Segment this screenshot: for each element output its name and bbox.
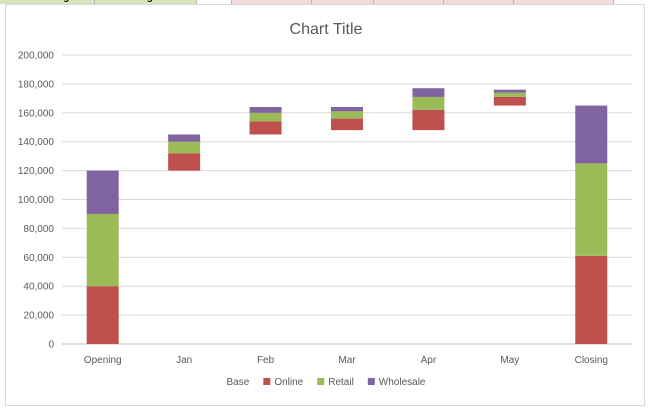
bar-wholesale-apr[interactable] <box>412 88 445 97</box>
y-tick-label: 20,000 <box>23 311 54 322</box>
bar-online-jan[interactable] <box>168 153 201 171</box>
y-tick-label: 0 <box>48 340 54 351</box>
spreadsheet-header-strip: Net ChangeRunning Total LabelBaseOnlineRe… <box>0 0 652 4</box>
bar-retail-jan[interactable] <box>168 141 201 154</box>
bar-retail-opening[interactable] <box>86 213 119 287</box>
legend-item-online[interactable]: Online <box>263 377 304 388</box>
bar-online-feb[interactable] <box>249 121 282 135</box>
bar-wholesale-closing[interactable] <box>575 105 608 164</box>
x-tick-label: Feb <box>257 355 275 366</box>
y-tick-label: 100,000 <box>18 195 55 206</box>
bar-online-mar[interactable] <box>331 118 363 131</box>
legend-swatch <box>263 378 271 385</box>
header-cell: Running Total <box>95 0 197 4</box>
bar-wholesale-may[interactable] <box>493 89 526 93</box>
bar-retail-mar[interactable] <box>331 111 363 119</box>
y-tick-label: 80,000 <box>23 224 54 235</box>
y-tick-label: 140,000 <box>18 137 55 148</box>
header-cell: Net Change <box>0 0 95 4</box>
bar-wholesale-jan[interactable] <box>168 134 201 142</box>
x-tick-label: Mar <box>338 355 356 366</box>
bar-retail-feb[interactable] <box>249 112 282 122</box>
bar-retail-may[interactable] <box>493 92 526 97</box>
legend-item-wholesale[interactable]: Wholesale <box>367 377 426 388</box>
bars <box>86 88 608 344</box>
legend-label: Wholesale <box>379 377 426 388</box>
y-tick-label: 180,000 <box>18 79 55 90</box>
header-cell: Retail <box>444 0 514 4</box>
x-tick-label: Jan <box>176 355 192 366</box>
legend-label: Online <box>274 377 303 388</box>
bar-retail-closing[interactable] <box>575 163 608 256</box>
header-cell: Online <box>374 0 444 4</box>
legend-swatch <box>317 378 325 385</box>
y-tick-label: 160,000 <box>18 108 55 119</box>
bar-retail-apr[interactable] <box>412 96 445 110</box>
bar-wholesale-opening[interactable] <box>86 170 119 214</box>
bar-online-apr[interactable] <box>412 109 445 131</box>
y-tick-label: 40,000 <box>23 282 54 293</box>
bar-wholesale-feb[interactable] <box>249 107 282 113</box>
x-tick-label: May <box>500 355 519 366</box>
gridlines <box>62 54 632 345</box>
legend[interactable]: Base Online Retail Wholesale <box>227 377 426 388</box>
bar-online-opening[interactable] <box>86 286 119 344</box>
chart-title[interactable]: Chart Title <box>290 21 363 38</box>
legend-item-retail[interactable]: Retail <box>317 377 354 388</box>
y-tick-label: 200,000 <box>18 51 55 62</box>
header-cell: Base <box>312 0 374 4</box>
x-tick-label: Apr <box>421 355 437 366</box>
x-tick-label: Opening <box>84 355 122 366</box>
y-tick-label: 60,000 <box>23 253 54 264</box>
legend-item-base[interactable]: Base <box>227 377 250 388</box>
bar-wholesale-mar[interactable] <box>331 107 363 112</box>
y-axis-ticks: 0 20,000 40,000 60,000 80,000 100,000 120,000 1… <box>18 51 55 351</box>
bar-online-closing[interactable] <box>575 255 608 344</box>
legend-label: Base <box>227 377 250 388</box>
chart-area[interactable]: Chart Title 0 20,000 40,000 60,000 80,000 100… <box>5 4 645 406</box>
header-cell <box>197 0 232 4</box>
y-tick-label: 120,000 <box>18 166 55 177</box>
header-cell: Wholesale <box>514 0 614 4</box>
x-tick-label: Closing <box>575 355 608 366</box>
chart-svg: Chart Title 0 20,000 40,000 60,000 80,000 100… <box>18 21 632 388</box>
bar-online-may[interactable] <box>493 96 526 106</box>
legend-label: Retail <box>328 377 354 388</box>
x-axis-ticks: Opening Jan Feb Mar Apr May Closing <box>84 355 608 366</box>
legend-swatch <box>367 378 375 385</box>
header-cell: Label <box>232 0 312 4</box>
